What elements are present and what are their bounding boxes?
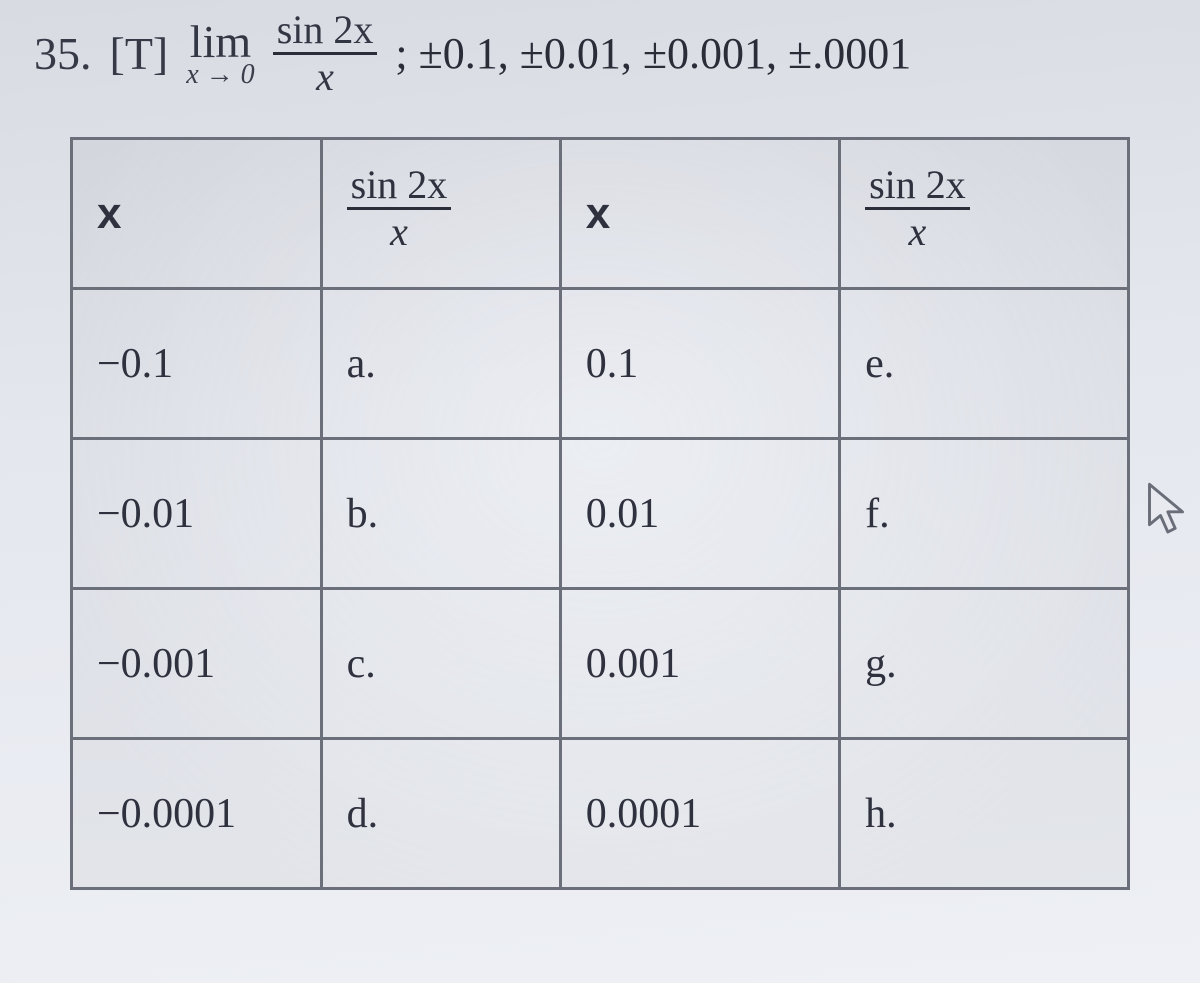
limit-function-fraction: sin 2x x xyxy=(273,10,378,97)
cell-x-neg: −0.001 xyxy=(72,589,322,739)
cell-answer: g. xyxy=(840,589,1129,739)
limit-bottom: x → 0 xyxy=(186,61,254,89)
table-row: −0.1 a. 0.1 e. xyxy=(72,289,1129,439)
problem-statement: 35. [T] lim x → 0 sin 2x x ; ±0.1, ±0.01… xyxy=(30,10,1170,97)
header-fraction: sin 2x x xyxy=(347,165,452,252)
cell-answer: e. xyxy=(840,289,1129,439)
fraction-denominator: x xyxy=(390,210,408,252)
cell-answer: c. xyxy=(321,589,560,739)
header-fraction: sin 2x x xyxy=(865,165,970,252)
cell-x-pos: 0.0001 xyxy=(560,739,839,889)
limit-table: x sin 2x x x sin 2x x xyxy=(70,137,1130,890)
table-row: −0.0001 d. 0.0001 h. xyxy=(72,739,1129,889)
cell-answer: h. xyxy=(840,739,1129,889)
cell-answer: a. xyxy=(321,289,560,439)
col-header-fx-neg: sin 2x x xyxy=(321,139,560,289)
page: 35. [T] lim x → 0 sin 2x x ; ±0.1, ±0.01… xyxy=(0,0,1200,983)
problem-tag: [T] xyxy=(110,27,169,80)
cursor-icon xyxy=(1144,480,1188,540)
table-container: x sin 2x x x sin 2x x xyxy=(70,137,1170,890)
limit-notation: lim x → 0 xyxy=(186,19,254,89)
table-row: −0.01 b. 0.01 f. xyxy=(72,439,1129,589)
table-row: −0.001 c. 0.001 g. xyxy=(72,589,1129,739)
col-header-x-neg: x xyxy=(72,139,322,289)
cell-x-neg: −0.1 xyxy=(72,289,322,439)
fraction-denominator: x xyxy=(316,55,334,97)
table-header-row: x sin 2x x x sin 2x x xyxy=(72,139,1129,289)
cell-answer: b. xyxy=(321,439,560,589)
cell-x-neg: −0.01 xyxy=(72,439,322,589)
col-header-fx-pos: sin 2x x xyxy=(840,139,1129,289)
cell-answer: d. xyxy=(321,739,560,889)
cell-x-neg: −0.0001 xyxy=(72,739,322,889)
header-x-label: x xyxy=(586,189,610,238)
col-header-x-pos: x xyxy=(560,139,839,289)
header-x-label: x xyxy=(97,189,121,238)
fraction-denominator: x xyxy=(909,210,927,252)
fraction-numerator: sin 2x xyxy=(865,165,970,210)
limit-top: lim xyxy=(190,19,251,65)
fraction-numerator: sin 2x xyxy=(273,10,378,55)
cell-x-pos: 0.01 xyxy=(560,439,839,589)
fraction-numerator: sin 2x xyxy=(347,165,452,210)
problem-values-list: ; ±0.1, ±0.01, ±0.001, ±.0001 xyxy=(395,28,911,79)
cell-answer: f. xyxy=(840,439,1129,589)
cell-x-pos: 0.001 xyxy=(560,589,839,739)
cell-x-pos: 0.1 xyxy=(560,289,839,439)
problem-number: 35. xyxy=(34,27,92,80)
